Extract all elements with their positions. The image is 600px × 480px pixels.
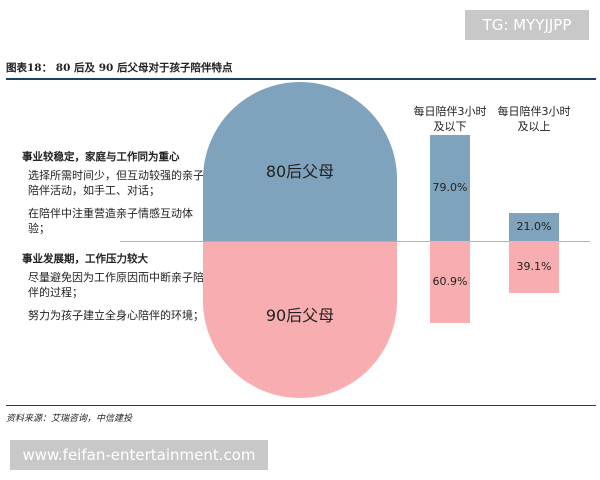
group2-text: 事业发展期，工作压力较大 尽量避免因为工作原因而中断亲子陪伴的过程； 努力为孩子…	[22, 252, 212, 323]
category-label: 每日陪伴3小时及以下	[413, 105, 487, 133]
bar-90s	[430, 241, 470, 323]
baseline	[120, 241, 590, 242]
capsule-90s	[203, 241, 397, 398]
bar-90s	[509, 241, 559, 294]
data-label: 21.0%	[516, 219, 552, 233]
footer-divider	[6, 405, 596, 406]
series-label-90s: 90后父母	[265, 306, 335, 325]
bar-80s	[430, 135, 470, 241]
group1-item: 选择所需时间少，但互动较强的亲子陪伴活动，如手工、对话；	[28, 169, 204, 197]
group2-item: 努力为孩子建立全身心陪伴的环境；	[28, 309, 204, 322]
category-label: 每日陪伴3小时及以上	[497, 105, 571, 133]
group2-item: 尽量避免因为工作原因而中断亲子陪伴的过程；	[28, 271, 204, 299]
group1-text: 事业较稳定，家庭与工作同为重心 选择所需时间少，但互动较强的亲子陪伴活动，如手工…	[22, 150, 212, 236]
data-label: 39.1%	[516, 260, 552, 274]
watermark-bottom: www.feifan-entertainment.com	[10, 440, 268, 470]
chart-title: 图表18： 80 后及 90 后父母对于孩子陪伴特点	[6, 62, 233, 74]
series-label-80s: 80后父母	[265, 162, 335, 181]
group1-item: 在陪伴中注重营造亲子情感互动体验；	[28, 207, 193, 235]
title-divider	[6, 78, 596, 80]
group2-heading: 事业发展期，工作压力较大	[22, 253, 148, 265]
watermark-top: TG: MYYJJPP	[465, 10, 589, 40]
data-label: 79.0%	[432, 181, 468, 194]
capsule-80s	[203, 82, 397, 241]
bar-80s	[509, 212, 559, 241]
data-label: 60.9%	[432, 274, 468, 288]
source-note: 资料来源：艾瑞咨询，中信建投	[6, 414, 133, 424]
group1-heading: 事业较稳定，家庭与工作同为重心	[22, 151, 180, 163]
